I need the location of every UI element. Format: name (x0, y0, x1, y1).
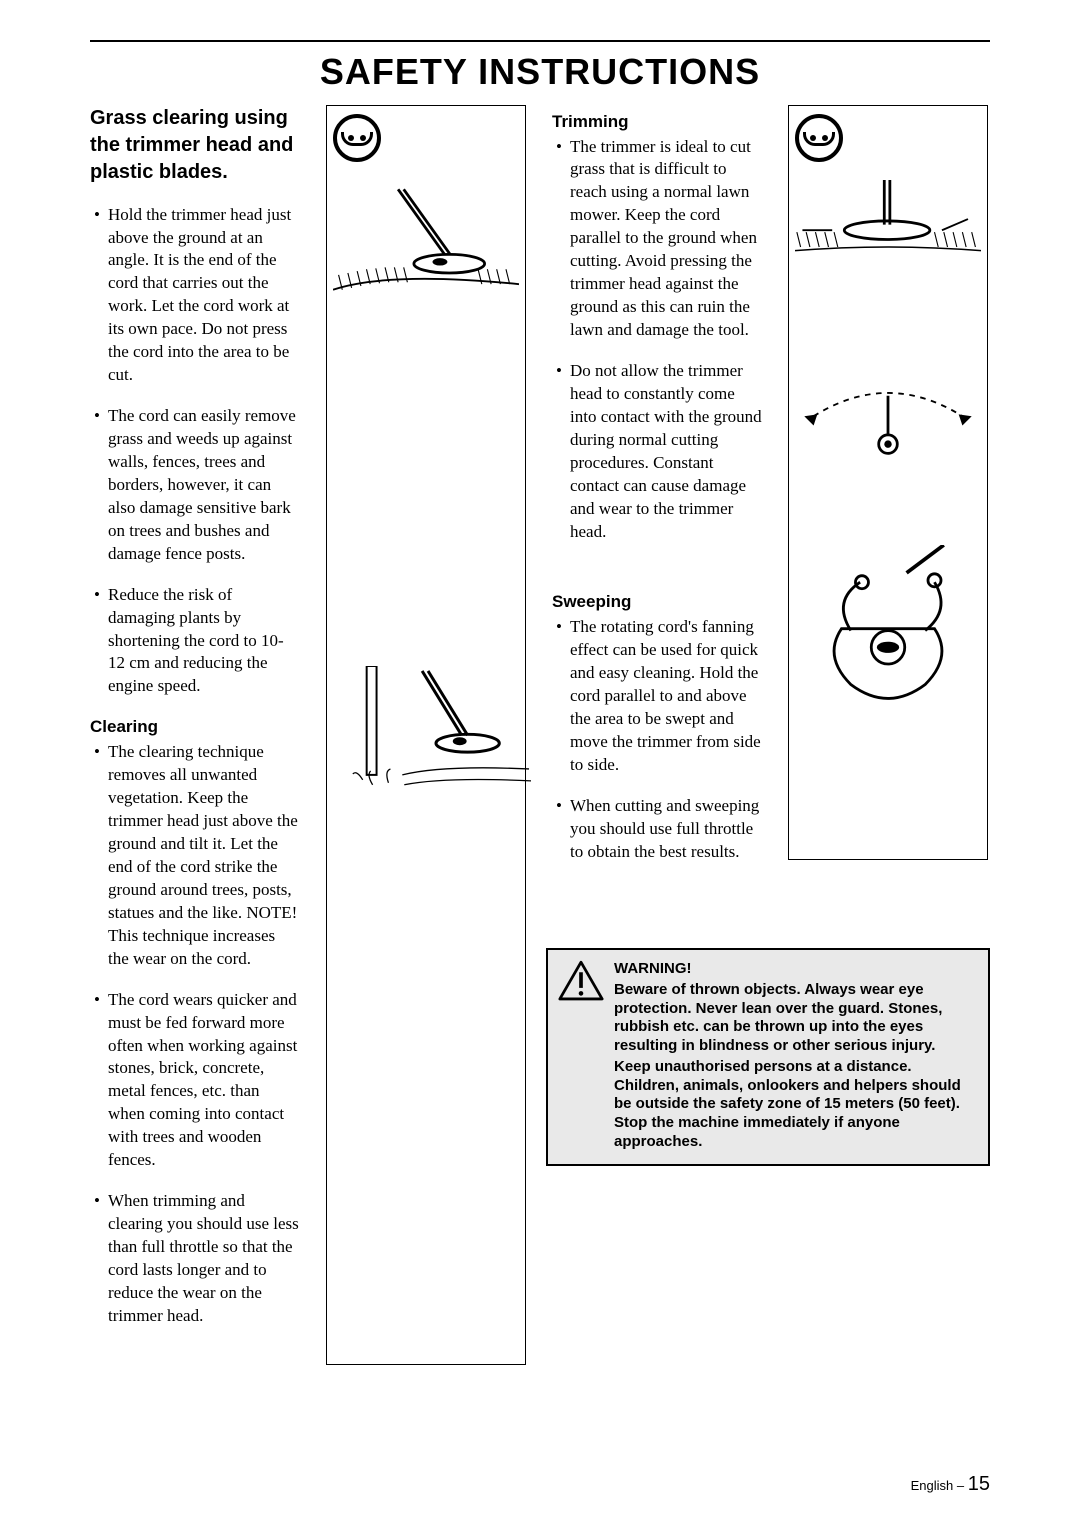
bullet: The cord can easily remove grass and wee… (90, 405, 300, 566)
section-heading: Grass clearing using the trimmer head an… (90, 105, 300, 186)
bullet: When cutting and sweeping you should use… (552, 795, 762, 864)
footer-language: English (911, 1478, 954, 1493)
trimmer-clearing-illustration (333, 666, 531, 824)
warning-box: WARNING! Beware of thrown objects. Alway… (546, 948, 990, 1166)
bullet: The rotating cord's fanning effect can b… (552, 616, 762, 777)
col-left-illustration (326, 105, 526, 1365)
page-title: SAFETY INSTRUCTIONS (90, 48, 990, 97)
visor-icon (333, 114, 381, 162)
warning-title: WARNING! (614, 960, 976, 979)
operator-top-view-illustration (795, 545, 981, 712)
trimming-heading: Trimming (552, 111, 762, 134)
page-footer: English – 15 (911, 1471, 990, 1498)
footer-page-number: 15 (968, 1473, 990, 1495)
bullet: The trimmer is ideal to cut grass that i… (552, 136, 762, 342)
bullet: The cord wears quicker and must be fed f… (90, 989, 300, 1173)
warning-line: Beware of thrown objects. Always wear ey… (614, 981, 976, 1056)
trimming-bullets: The trimmer is ideal to cut grass that i… (552, 136, 762, 544)
sweeping-heading: Sweeping (552, 591, 762, 614)
visor-icon (795, 114, 843, 162)
col-left-text: Grass clearing using the trimmer head an… (90, 105, 300, 1365)
col-right-illustration (788, 105, 988, 1365)
col-right-text: Trimming The trimmer is ideal to cut gra… (552, 105, 762, 1365)
clearing-heading: Clearing (90, 716, 300, 739)
sweeping-bullets: The rotating cord's fanning effect can b… (552, 616, 762, 863)
trimmer-parallel-illustration (795, 180, 981, 282)
bullet: When trimming and clearing you should us… (90, 1190, 300, 1328)
warning-line: Keep unauthorised persons at a distance.… (614, 1058, 976, 1152)
clearing-bullets: The clearing technique removes all unwan… (90, 741, 300, 1328)
trimmer-angle-illustration (333, 180, 519, 329)
bullet: Reduce the risk of damaging plants by sh… (90, 584, 300, 699)
sweeping-motion-illustration (795, 379, 981, 519)
bullet: The clearing technique removes all unwan… (90, 741, 300, 970)
bullet: Do not allow the trimmer head to constan… (552, 360, 762, 544)
intro-bullets: Hold the trimmer head just above the gro… (90, 204, 300, 699)
bullet: Hold the trimmer head just above the gro… (90, 204, 300, 388)
warning-triangle-icon (558, 960, 604, 1002)
